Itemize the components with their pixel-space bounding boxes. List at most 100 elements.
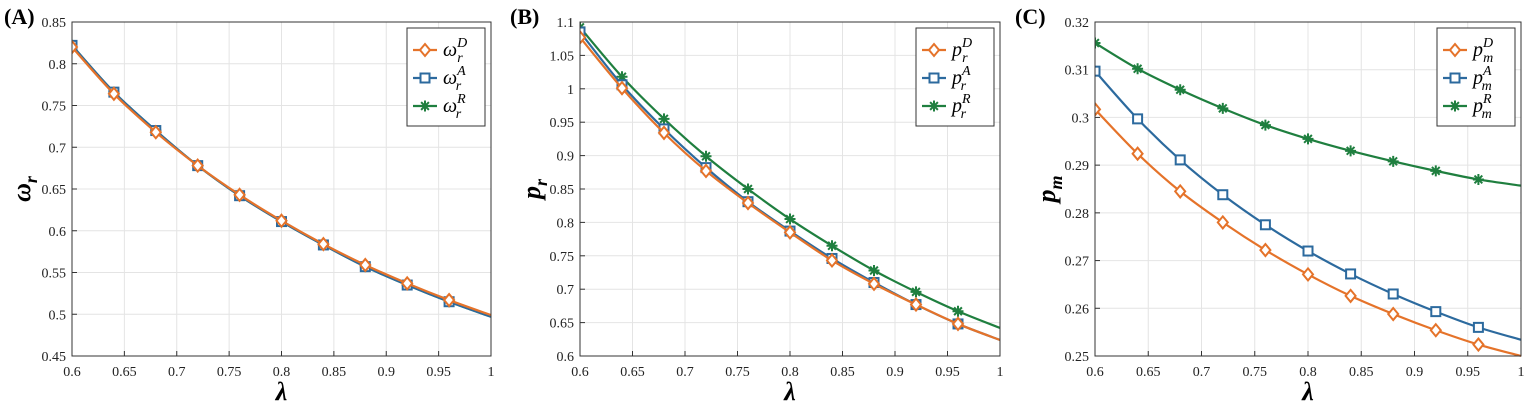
x-tick-label: 0.6 [571,365,589,380]
series-D [72,39,491,317]
plot-border [71,21,492,357]
data-point-D [72,39,79,55]
data-point-R [616,71,628,83]
legend-label-A: pA r [950,64,971,94]
data-point-D [1173,183,1187,199]
y-tick-label: 0.32 [1065,16,1090,31]
x-tick-label: 0.9 [378,365,396,380]
y-tick-label: 1 [567,83,574,98]
x-tick-label: 0.6 [63,365,81,380]
data-point-R [868,264,880,276]
data-point-D [825,252,839,269]
x-tick-label: 0.7 [1193,365,1211,380]
y-tick-label: 0.85 [42,16,67,31]
y-tick-label: 0.25 [1065,350,1090,365]
data-point-D [699,163,713,179]
legend-marker-A [928,72,940,84]
data-point-D [1344,288,1357,304]
x-tick-label: 0.8 [781,365,799,380]
data-point-R [658,113,670,125]
legend-label-D: pD m [1471,36,1493,66]
y-tick-label: 0.9 [557,150,575,165]
x-axis-label: λ [783,377,796,406]
data-point-A [1430,306,1442,318]
x-tick-label: 1 [488,365,495,380]
data-point-R [1345,145,1357,157]
data-point-D [1472,336,1485,353]
legend-marker-A [419,72,431,84]
data-point-A [1387,288,1399,300]
y-tick-label: 0.8 [49,58,67,73]
data-point-R [1259,119,1271,131]
data-point-D [783,224,797,240]
x-tick-label: 0.6 [1086,365,1104,380]
y-tick-label: 0.29 [1065,159,1090,174]
panel-label: (A) [4,4,35,29]
data-point-R [952,305,964,317]
data-point-A [1217,189,1229,201]
data-point-D [358,257,372,273]
data-point-R [1472,173,1484,185]
y-tick-label: 0.85 [550,183,575,198]
data-point-D [867,276,881,292]
series-D [580,29,1000,341]
data-point-R [826,240,838,252]
y-tick-label: 0.5 [49,308,67,323]
x-tick-label: 0.85 [1349,365,1374,380]
panel-label: (B) [510,4,539,29]
legend-marker-D [418,42,432,58]
data-point-A [1259,219,1271,231]
x-tick-label: 0.65 [112,365,137,380]
data-point-R [1387,155,1399,167]
x-tick-label: 0.65 [1136,365,1161,380]
x-tick-label: 0.85 [322,365,347,380]
y-tick-label: 0.26 [1065,302,1090,317]
legend-marker-R [928,100,940,112]
panel-label: (C) [1015,4,1046,29]
x-tick-label: 0.9 [1406,365,1424,380]
y-tick-label: 0.55 [42,267,67,282]
x-tick-label: 0.7 [168,365,186,380]
data-point-D [1259,242,1272,258]
y-tick-label: 0.31 [1065,64,1090,79]
data-point-R [784,213,796,225]
legend-marker-D [927,42,941,58]
legend: pD mpA mpR m [1436,27,1516,127]
data-point-A [1345,268,1357,280]
plot-border [1094,21,1522,357]
x-tick-label: 0.95 [426,365,451,380]
x-tick-label: 1 [997,365,1004,380]
y-tick-label: 1.05 [550,49,575,64]
data-point-A [1174,154,1186,166]
chart-panel-3: 0.6 0.65 0.7 0.75 0.8 0.85 0.9 0.95 1 0.25 0.26 0.2… [1015,4,1525,406]
y-tick-label: 0.27 [1065,255,1090,270]
x-tick-label: 0.7 [676,365,694,380]
y-tick-label: 0.65 [42,183,67,198]
y-axis-label: pr [517,178,551,201]
data-point-D [191,158,205,174]
y-tick-label: 0.65 [550,317,575,332]
x-axis-label: λ [1301,377,1314,406]
y-tick-label: 1.1 [557,16,575,31]
x-tick-label: 0.85 [830,365,855,380]
data-point-D [107,86,121,102]
legend-marker-R [1449,100,1461,112]
x-tick-label: 0.8 [1299,365,1317,380]
legend: pD rpA rpR r [915,27,995,127]
data-point-D [615,80,629,96]
legend-label-A: ωA r [443,64,466,94]
data-point-D [275,213,288,229]
y-tick-label: 0.8 [557,216,575,231]
data-point-D [1131,146,1144,162]
data-point-A [1302,245,1314,257]
legend-label-A: pA m [1471,64,1492,94]
x-tick-label: 0.75 [725,365,750,380]
legend-marker-D [1448,42,1462,58]
data-point-R [910,286,922,298]
data-point-D [400,275,414,291]
series-R [1095,37,1521,187]
y-tick-label: 0.28 [1065,207,1090,222]
data-point-D [1386,306,1400,322]
data-point-D [233,187,246,203]
